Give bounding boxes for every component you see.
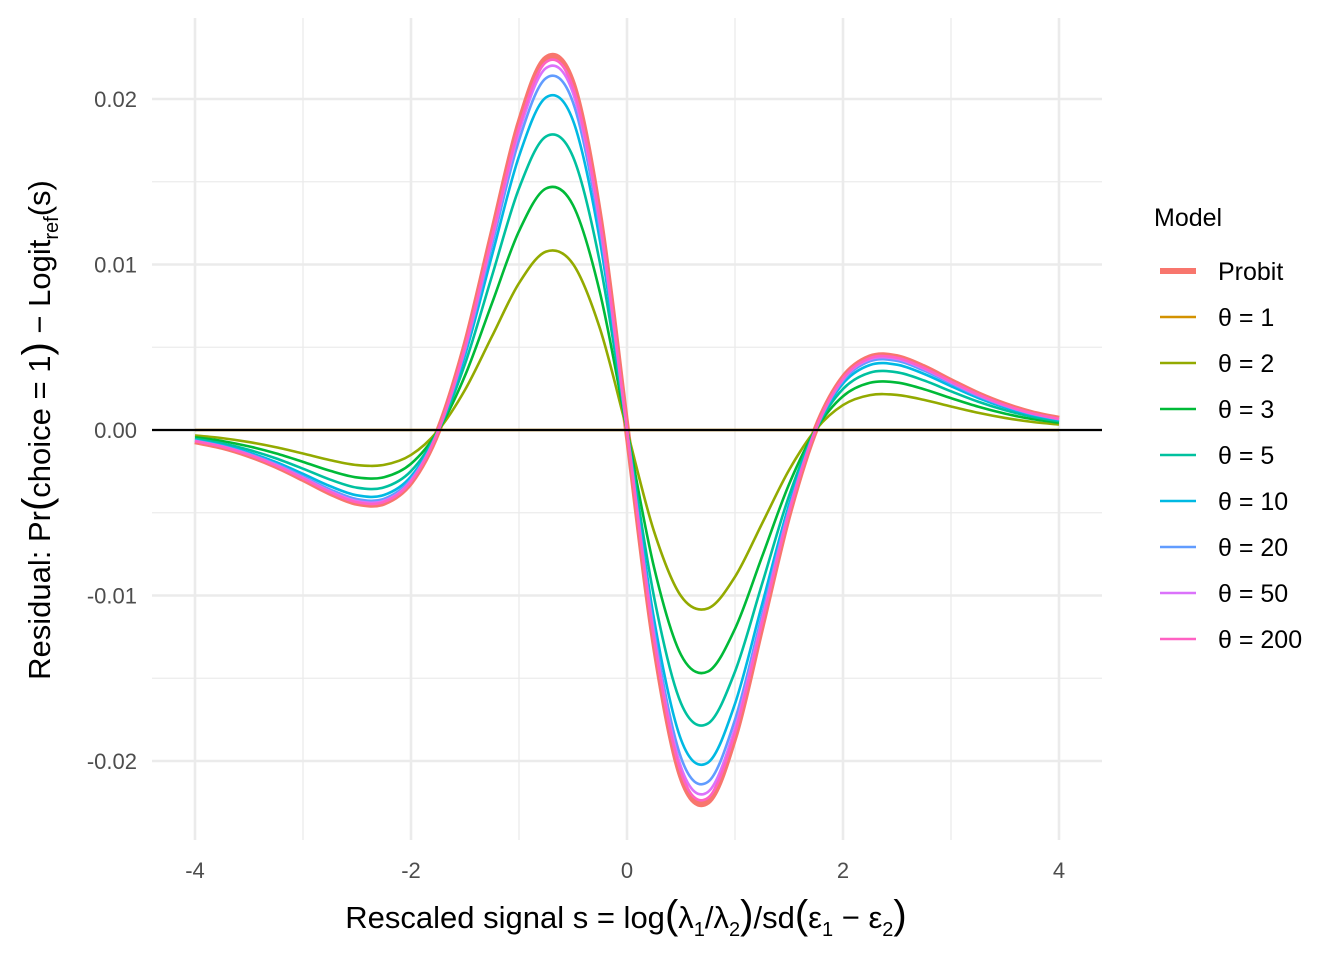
legend-label: Probit [1218,258,1283,286]
legend-label: θ = 3 [1218,396,1274,424]
legend-label: θ = 10 [1218,488,1288,516]
x-tick-label: 2 [837,858,849,883]
y-tick-label: 0.00 [94,418,137,443]
legend-label: θ = 2 [1218,350,1274,378]
tick-labels: -0.02 -0.01 0.00 0.01 0.02 -4 -2 0 2 4 [87,87,1065,883]
legend-label: θ = 20 [1218,534,1288,562]
legend-label: θ = 200 [1218,626,1302,654]
y-tick-label: 0.02 [94,87,137,112]
y-tick-label: -0.01 [87,584,137,609]
y-axis-title: Residual: Pr(choice = 1) − Logitref(s) [15,180,63,680]
x-axis-title: Rescaled signal s = log(λ1/λ2)/sd(ε1 − ε… [345,893,906,941]
x-tick-label: 0 [621,858,633,883]
legend-label: θ = 5 [1218,442,1274,470]
legend: Model Probit θ = 1 θ = 2 θ = 3 θ = 5 θ = 10 θ … [1154,204,1302,654]
x-tick-label: -4 [185,858,205,883]
legend-label: θ = 50 [1218,580,1288,608]
legend-label: θ = 1 [1218,304,1274,332]
x-tick-label: -2 [401,858,421,883]
x-tick-label: 4 [1053,858,1065,883]
legend-title: Model [1154,204,1222,232]
y-tick-label: -0.02 [87,749,137,774]
series-lines [152,52,1102,808]
y-tick-label: 0.01 [94,253,137,278]
